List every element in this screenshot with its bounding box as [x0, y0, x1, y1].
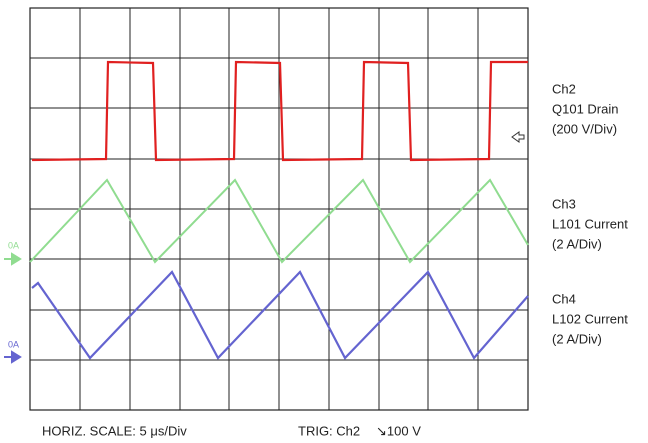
channel-label: Ch3 [552, 196, 576, 211]
channel-label: (200 V/Div) [552, 121, 617, 136]
channel-label: L102 Current [552, 311, 628, 326]
ch4-zero-arrow [4, 350, 22, 364]
horizontal-scale: HORIZ. SCALE: 5 μs/Div [42, 423, 187, 438]
ch3-zero-arrow [4, 252, 22, 266]
channel-label: Ch2 [552, 81, 576, 96]
trigger-level: ↘100 V [376, 423, 421, 438]
ch4-zero-label: 0A [8, 339, 19, 349]
channel-label: (2 A/Div) [552, 331, 602, 346]
channel-label: L101 Current [552, 216, 628, 231]
trigger-source: TRIG: Ch2 [298, 423, 360, 438]
graticule [29, 7, 529, 411]
ch3-waveform [29, 178, 529, 264]
ch2-waveform [31, 60, 528, 162]
channel-label: (2 A/Div) [552, 236, 602, 251]
ch3-zero-label: 0A [8, 240, 19, 250]
ch4-waveform [31, 270, 529, 360]
ch2-level-marker [511, 131, 525, 143]
channel-label: Q101 Drain [552, 101, 618, 116]
channel-label: Ch4 [552, 291, 576, 306]
